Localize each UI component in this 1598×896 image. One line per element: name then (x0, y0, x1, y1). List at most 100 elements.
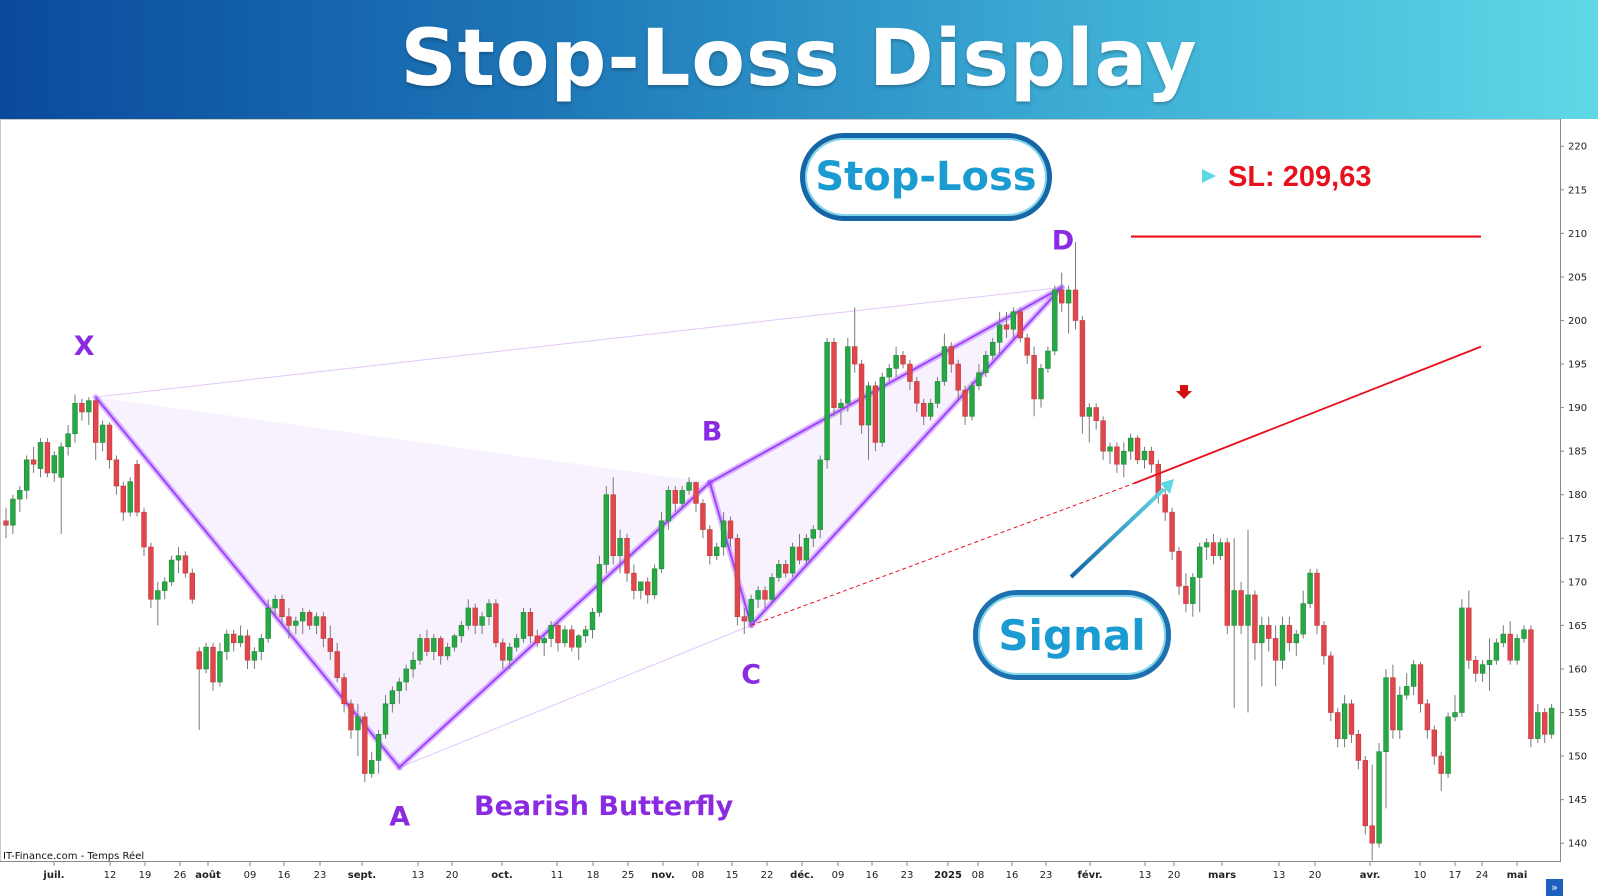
x-tick-label: 25 (622, 870, 635, 881)
x-tick-label: févr. (1078, 869, 1103, 881)
candle (375, 729, 382, 774)
candle-body (231, 633, 237, 644)
candle-body (1548, 707, 1555, 735)
candle-body (1217, 542, 1224, 557)
candle-body (914, 381, 920, 404)
candle (1493, 638, 1500, 665)
candle-body (644, 581, 651, 596)
candle-body (437, 638, 444, 657)
candle (286, 607, 292, 639)
candle (486, 599, 492, 626)
candle (1293, 629, 1300, 656)
candle (93, 398, 99, 460)
candle (1535, 703, 1541, 744)
candle (1438, 751, 1444, 791)
scroll-right-icon[interactable]: » (1546, 879, 1563, 896)
candle (1514, 634, 1520, 665)
candle (865, 381, 872, 460)
candle (403, 664, 409, 691)
candle-body (900, 355, 906, 365)
candle (348, 699, 354, 739)
candle-body (1279, 625, 1286, 661)
candle-body (548, 625, 554, 639)
candle (845, 337, 851, 412)
candle (1059, 272, 1065, 312)
candle (603, 486, 610, 574)
candle (1355, 729, 1362, 770)
candle-body (1459, 607, 1465, 713)
candle-body (948, 346, 955, 365)
candle-body (748, 598, 754, 622)
pattern-layer (92, 284, 1065, 771)
candle-body (1479, 664, 1486, 674)
candle-body (727, 520, 734, 539)
candle-body (858, 363, 865, 426)
candle (472, 603, 478, 635)
candle (1445, 712, 1451, 778)
candle (1252, 590, 1258, 661)
x-tick-label: 16 (278, 870, 291, 881)
candle (796, 533, 803, 565)
x-tick-label: 13 (412, 870, 425, 881)
candle-body (575, 635, 582, 648)
candle (741, 607, 748, 635)
candle (1245, 529, 1251, 713)
signal-pointer (1069, 487, 1166, 579)
candle-body (155, 590, 161, 600)
y-tick-label: 160 (1568, 664, 1587, 675)
candle-body (286, 616, 292, 626)
trendline-extension (751, 482, 1135, 626)
candle (631, 564, 637, 600)
candle (624, 533, 630, 582)
arrow-up-right-icon (1160, 479, 1174, 494)
candle-body (106, 424, 113, 461)
candle (1307, 568, 1313, 608)
candle (299, 607, 306, 635)
candle-body (175, 555, 182, 561)
candle-body (500, 642, 506, 661)
candle (1486, 638, 1493, 691)
candle-body (1383, 677, 1389, 753)
arrow-right-icon (1202, 169, 1216, 183)
candle (831, 337, 837, 417)
candle (37, 438, 44, 478)
candle-body (486, 603, 492, 617)
candle (838, 398, 844, 426)
candle-body (506, 646, 513, 661)
candle-body (1093, 407, 1099, 421)
candle (231, 629, 237, 652)
candle (1390, 664, 1396, 739)
pattern-line-ac (399, 624, 752, 768)
candle-body (1293, 633, 1300, 644)
candle-body (789, 546, 796, 574)
candle-body (258, 638, 264, 652)
candle (658, 512, 665, 574)
candle (1148, 446, 1155, 473)
candle-body (348, 703, 354, 731)
candle-body (741, 616, 748, 622)
candle (769, 573, 775, 604)
candle (431, 634, 437, 661)
candle-body (1542, 712, 1548, 735)
y-axis-ticks: 220 215 210 205 200 195 190 185 180 175 170 165 160 1… (1560, 142, 1587, 850)
candle-body (1128, 437, 1134, 452)
point-label-a: A (389, 801, 410, 832)
candle (527, 607, 534, 643)
candle (65, 425, 71, 456)
x-tick-label: 10 (1414, 870, 1427, 881)
x-tick-label: 23 (1040, 870, 1053, 881)
candle (1231, 538, 1237, 709)
candle-body (686, 482, 692, 491)
candle (548, 621, 554, 648)
candle-body (237, 635, 244, 644)
candle (996, 311, 1003, 356)
candle (893, 346, 899, 378)
x-tick-label: 20 (1168, 870, 1181, 881)
candle-body (417, 638, 423, 661)
candle (1197, 542, 1203, 613)
candle-body (865, 385, 872, 426)
candle-body (679, 490, 685, 504)
candle (58, 442, 64, 534)
candle (789, 542, 796, 578)
candle-body (1190, 577, 1196, 604)
